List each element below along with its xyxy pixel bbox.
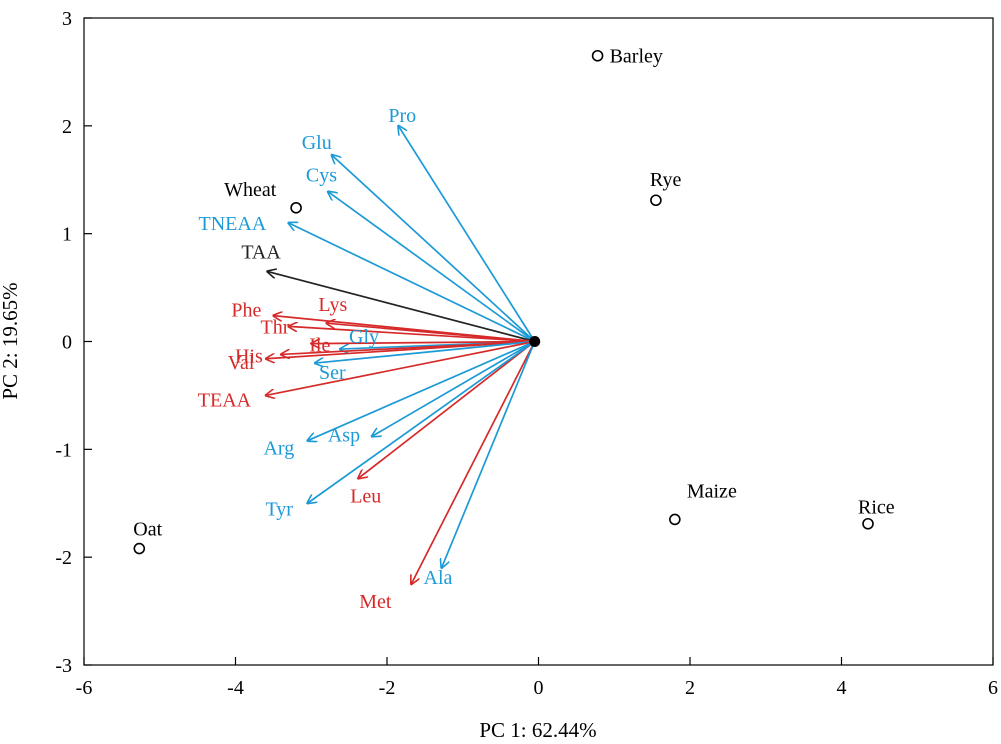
vector-arg: [307, 340, 536, 441]
vector-label-ile: Ile: [309, 335, 330, 357]
point-label-wheat: Wheat: [224, 179, 277, 201]
origin-dot: [529, 336, 541, 347]
x-axis-title: PC 1: 62.44%: [479, 718, 596, 742]
vector-label-gly: Gly: [349, 326, 379, 348]
vector-ser: [315, 340, 535, 364]
point-label-rye: Rye: [650, 169, 682, 191]
vector-label-arg: Arg: [263, 438, 294, 460]
vector-tyr: [307, 340, 536, 504]
point-wheat: [290, 201, 302, 214]
vector-pro: [398, 126, 536, 342]
vector-taa: [267, 271, 535, 343]
x-tick-label: -2: [379, 677, 396, 699]
vector-glu: [332, 155, 536, 343]
point-maize: [669, 513, 681, 526]
vector-asp: [372, 340, 536, 437]
y-tick-label: 2: [62, 116, 72, 138]
vector-label-ser: Ser: [319, 362, 346, 384]
point-rice: [862, 517, 874, 530]
vector-ile: [311, 342, 535, 344]
x-tick-label: 6: [988, 677, 998, 699]
vector-label-val: Val: [228, 352, 255, 374]
vector-label-his: His: [235, 345, 263, 367]
y-axis-ticks: -3 -2 -1 0 1 2 3: [55, 8, 92, 677]
y-tick-label: -3: [55, 655, 72, 677]
vector-label-thr: Thr: [261, 316, 290, 338]
vector-label-lys: Lys: [318, 294, 347, 316]
y-tick-label: -2: [55, 547, 72, 569]
x-tick-label: -4: [227, 677, 244, 699]
point-label-rice: Rice: [858, 497, 895, 519]
y-tick-label: -1: [55, 439, 72, 461]
vector-thr: [289, 326, 535, 343]
vector-label-taa: TAA: [241, 241, 281, 263]
vector-leu: [358, 340, 536, 479]
x-axis-ticks: -6 -4 -2 0 2 4 6: [76, 657, 998, 699]
score-points: Barley Rye Wheat Maize Rice Oat: [133, 46, 895, 555]
y-tick-label: 1: [62, 224, 72, 246]
vector-tneaa: [289, 223, 536, 343]
vector-label-pro: Pro: [388, 105, 416, 127]
x-tick-label: 2: [685, 677, 695, 699]
vector-teaa: [266, 340, 535, 396]
vector-cys: [328, 192, 536, 343]
vector-label-ala: Ala: [424, 567, 453, 589]
vector-label-tneaa: TNEAA: [199, 213, 267, 235]
point-label-barley: Barley: [610, 46, 663, 68]
vector-label-leu: Leu: [350, 485, 381, 507]
point-label-oat: Oat: [133, 519, 162, 541]
y-axis-title: PC 2: 19.65%: [0, 282, 22, 399]
loading-vectors: [266, 126, 541, 585]
vector-label-asp: Asp: [328, 424, 360, 446]
vector-met: [411, 341, 536, 585]
point-barley: [591, 49, 604, 62]
vector-val: [266, 340, 535, 359]
vector-label-tyr: Tyr: [265, 498, 293, 520]
x-tick-label: -6: [76, 677, 93, 699]
y-tick-label: 3: [62, 8, 72, 30]
vector-label-teaa: TEAA: [198, 389, 252, 411]
vector-ala: [442, 341, 536, 568]
y-tick-label: 0: [62, 332, 72, 354]
point-label-maize: Maize: [687, 480, 737, 502]
vector-label-glu: Glu: [302, 132, 332, 154]
point-rye: [650, 194, 662, 207]
x-tick-label: 0: [534, 677, 544, 699]
x-tick-label: 4: [837, 677, 847, 699]
vector-label-cys: Cys: [306, 165, 337, 187]
point-oat: [133, 542, 146, 555]
vector-label-met: Met: [359, 591, 392, 613]
vector-phe: [273, 316, 535, 343]
vector-label-phe: Phe: [231, 300, 261, 322]
